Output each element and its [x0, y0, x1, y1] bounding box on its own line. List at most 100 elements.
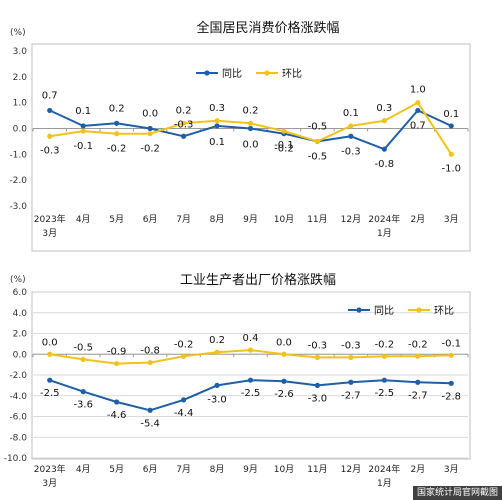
- y-tick-label: 6.0: [13, 288, 28, 298]
- data-label-mom: -0.1: [274, 140, 294, 151]
- x-tick-label: 4月: [76, 464, 91, 475]
- data-point-yoy: [415, 107, 421, 114]
- data-label-yoy: -2.7: [341, 390, 361, 401]
- data-point-mom: [80, 356, 86, 363]
- data-label-yoy: -4.4: [174, 408, 194, 419]
- data-point-yoy: [114, 120, 120, 126]
- legend-swatch-marker: [264, 70, 270, 76]
- x-tick-label: 9月: [243, 214, 258, 225]
- data-label-mom: 1.0: [410, 85, 426, 96]
- data-point-yoy: [80, 389, 86, 395]
- data-label-yoy: -2.5: [375, 388, 395, 399]
- data-point-mom: [214, 118, 220, 124]
- data-point-mom: [247, 347, 254, 353]
- data-label-yoy: -0.8: [375, 159, 395, 170]
- x-tick-label: 4月: [76, 214, 91, 225]
- data-point-yoy: [281, 378, 287, 384]
- data-label-mom: -0.2: [408, 339, 428, 350]
- x-tick-label: 2023年: [34, 463, 66, 475]
- legend-swatch-marker: [356, 307, 362, 313]
- x-tick-label-sub: 1月: [377, 228, 392, 239]
- data-label-mom: -0.2: [375, 339, 395, 350]
- data-point-mom: [381, 118, 387, 124]
- y-tick-label: 2.0: [13, 73, 28, 83]
- x-tick-label: 2023年: [34, 213, 66, 225]
- y-tick-label: 3.0: [13, 47, 28, 57]
- x-tick-label: 10月: [274, 214, 294, 225]
- y-unit-label-0: (%): [10, 28, 26, 38]
- data-point-yoy: [147, 407, 153, 413]
- data-point-yoy: [448, 123, 454, 129]
- data-label-mom: 0.3: [376, 103, 392, 114]
- data-label-yoy: -0.2: [274, 144, 294, 155]
- data-label-yoy: 0.1: [209, 137, 225, 148]
- data-label-yoy: -0.3: [341, 146, 361, 157]
- data-point-yoy: [214, 123, 220, 129]
- data-point-mom: [314, 138, 321, 145]
- data-label-yoy: -2.7: [408, 390, 428, 401]
- x-tick-label: 3月: [444, 464, 459, 475]
- data-label-mom: -0.3: [40, 145, 60, 156]
- data-point-yoy: [348, 133, 354, 139]
- y-tick-label: -8.0: [9, 433, 27, 443]
- data-label-mom: 0.0: [42, 337, 58, 348]
- data-label-mom: 0.0: [276, 337, 292, 348]
- x-tick-label-sub: 1月: [377, 478, 392, 489]
- data-label-mom: -0.1: [73, 141, 93, 152]
- x-tick-label: 11月: [307, 214, 327, 225]
- data-label-yoy: -3.6: [73, 400, 93, 411]
- data-point-yoy: [214, 382, 220, 388]
- x-tick-label: 2024年: [368, 463, 400, 475]
- data-label-yoy: -3.0: [308, 393, 328, 404]
- data-label-mom: -0.5: [308, 151, 328, 162]
- x-tick-label: 11月: [307, 464, 327, 475]
- data-label-mom: 0.2: [243, 105, 259, 116]
- data-point-mom: [180, 120, 187, 126]
- data-label-yoy: 0.1: [75, 106, 91, 117]
- x-tick-label: 2月: [410, 464, 425, 475]
- data-point-mom: [114, 360, 120, 367]
- data-label-yoy: 0.7: [42, 90, 58, 101]
- data-label-mom: -0.3: [341, 340, 361, 351]
- data-point-yoy: [314, 382, 321, 388]
- y-tick-label: -2.0: [9, 371, 27, 381]
- y-tick-label: 4.0: [13, 309, 28, 319]
- y-tick-label: -1.0: [9, 150, 27, 160]
- source-watermark: 国家统计局官网截图: [412, 486, 502, 500]
- y-tick-label: -4.0: [9, 392, 27, 402]
- data-label-mom: -0.3: [308, 340, 328, 351]
- data-point-mom: [180, 353, 187, 359]
- data-point-mom: [114, 131, 120, 137]
- x-tick-label: 5月: [109, 214, 124, 225]
- x-tick-label: 9月: [243, 464, 258, 475]
- data-label-yoy: -5.4: [140, 418, 160, 429]
- y-tick-label: -3.0: [9, 202, 27, 212]
- y-tick-label: 0.0: [13, 125, 28, 135]
- data-label-yoy: 0.0: [243, 140, 259, 151]
- data-label-mom: -0.2: [107, 144, 127, 155]
- data-point-yoy: [114, 399, 120, 405]
- data-label-yoy: -2.6: [274, 389, 294, 400]
- chart-title-0: 全国居民消费价格涨跌幅: [196, 20, 339, 36]
- legend-swatch-marker: [204, 70, 210, 76]
- x-tick-label-sub: 3月: [42, 228, 57, 239]
- y-unit-label-1: (%): [10, 275, 26, 285]
- data-label-mom: -0.1: [442, 338, 462, 349]
- y-tick-label: -10.0: [4, 454, 28, 464]
- data-label-mom: 0.3: [209, 103, 225, 114]
- data-point-yoy: [348, 379, 354, 385]
- data-label-mom: -1.0: [442, 163, 462, 174]
- data-point-yoy: [80, 123, 86, 129]
- data-point-mom: [381, 353, 387, 359]
- y-tick-label: 1.0: [13, 99, 28, 109]
- data-label-yoy: 0.7: [410, 120, 426, 131]
- data-point-yoy: [247, 125, 254, 132]
- data-label-mom: -0.9: [107, 347, 127, 358]
- data-point-yoy: [415, 379, 421, 385]
- data-label-yoy: -0.5: [308, 121, 328, 132]
- x-tick-label: 2月: [410, 214, 425, 225]
- data-label-mom: -0.2: [140, 144, 160, 155]
- data-label-yoy: -0.3: [174, 119, 194, 130]
- y-tick-label: 2.0: [13, 330, 28, 340]
